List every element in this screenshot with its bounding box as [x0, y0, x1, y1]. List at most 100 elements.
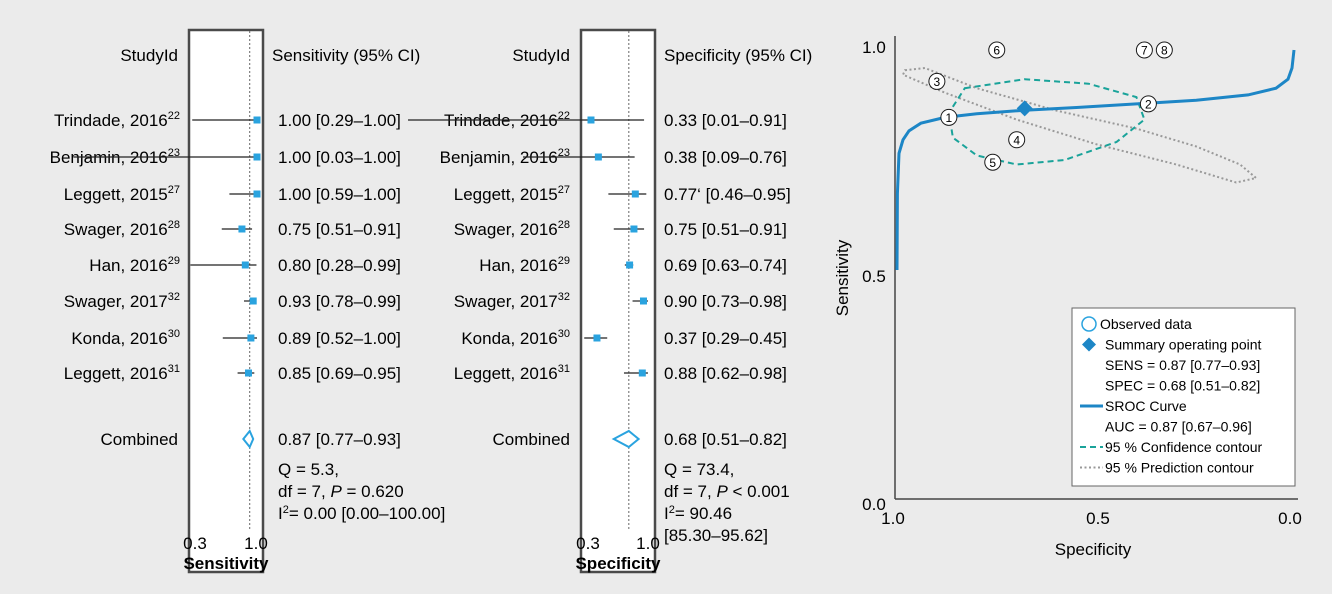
study-point-marker — [253, 190, 261, 198]
prediction-contour — [901, 66, 1259, 184]
study-name: Han, 201629 — [479, 255, 570, 275]
sensitivity-axis-title: Sensitivity — [183, 554, 269, 573]
observed-point-circle — [1155, 41, 1173, 59]
study-name: Swager, 201732 — [64, 291, 180, 311]
legend-diamond-symbol — [1082, 337, 1096, 352]
sensitivity-study-markers — [73, 116, 261, 449]
sensitivity-tick-label-high: 1.0 — [244, 534, 268, 553]
observed-point-label: 4 — [1013, 133, 1020, 147]
legend-text: 95 % Prediction contour — [1105, 460, 1254, 476]
specificity-tick-label-high: 1.0 — [636, 534, 660, 553]
observed-point: 6 — [988, 41, 1006, 59]
study-point-marker — [638, 369, 646, 377]
study-point-marker — [587, 116, 595, 124]
observed-point-label: 1 — [946, 111, 953, 125]
study-point-marker — [244, 369, 252, 377]
legend-text: SENS = 0.87 [0.77–0.93] — [1105, 357, 1260, 373]
study-ci-text: 0.89 [0.52–1.00] — [278, 329, 401, 348]
observed-point-circle — [984, 153, 1002, 171]
sroc-x-tick-1: 1.0 — [881, 509, 905, 528]
observed-point: 3 — [928, 72, 946, 90]
specificity-forest-plot: StudyId Specificity (95% CI) Trindade, 2… — [408, 28, 812, 574]
observed-point: 2 — [1139, 95, 1157, 113]
sroc-plot-area: 1 2 3 4 5 6 7 8 — [895, 41, 1296, 271]
specificity-axis-title: Specificity — [575, 554, 661, 573]
study-ci-text: 0.75 [0.51–0.91] — [664, 220, 787, 239]
study-point-marker — [247, 334, 255, 342]
study-point-marker — [253, 153, 261, 161]
study-ci-text: 0.80 [0.28–0.99] — [278, 256, 401, 275]
observed-point-circle — [1139, 95, 1157, 113]
observed-point: 1 — [940, 108, 958, 126]
legend-circle-symbol — [1081, 316, 1097, 332]
study-point-marker — [253, 116, 261, 124]
study-ci-text: 0.69 [0.63–0.74] — [664, 256, 787, 275]
observed-point: 8 — [1155, 41, 1173, 59]
study-name: Konda, 201630 — [461, 328, 570, 348]
legend-text: SPEC = 0.68 [0.51–0.82] — [1105, 378, 1260, 394]
study-ci-text: 0.75 [0.51–0.91] — [278, 220, 401, 239]
observed-point-label: 2 — [1145, 97, 1152, 111]
observed-point-label: 6 — [993, 44, 1000, 58]
study-point-marker — [631, 190, 639, 198]
legend-text: Summary operating point — [1105, 337, 1262, 353]
study-point-marker — [241, 261, 249, 269]
study-point-marker — [238, 225, 246, 233]
sroc-y-axis-title: Sensitivity — [833, 239, 852, 316]
study-point-marker — [626, 261, 634, 269]
observed-point-circle — [1135, 41, 1153, 59]
legend-text: SROC Curve — [1105, 398, 1187, 414]
legend-text: AUC = 0.87 [0.67–0.96] — [1105, 419, 1252, 435]
study-ci-text: 0.77‘ [0.46–0.95] — [664, 185, 791, 204]
observed-point: 4 — [1008, 131, 1026, 149]
observed-point-label: 8 — [1161, 44, 1168, 58]
specificity-combined-estimate: 0.68 [0.51–0.82] — [664, 430, 787, 449]
specificity-tick-label-low: 0.3 — [576, 534, 600, 553]
sroc-x-tick-0: 0.0 — [1278, 509, 1302, 528]
sensitivity-studyid-header: StudyId — [120, 46, 178, 65]
specificity-study-markers — [408, 116, 648, 449]
observed-point-circle — [940, 108, 958, 126]
study-name: Swager, 201732 — [454, 291, 570, 311]
observed-point: 5 — [984, 153, 1002, 171]
study-name: Han, 201629 — [89, 255, 180, 275]
sroc-x-tick-05: 0.5 — [1086, 509, 1110, 528]
study-point-marker — [639, 297, 647, 305]
study-name: Leggett, 201527 — [64, 184, 180, 204]
specificity-studyid-header: StudyId — [512, 46, 570, 65]
study-ci-text: 0.93 [0.78–0.99] — [278, 292, 401, 311]
study-name: Leggett, 201631 — [454, 363, 570, 383]
combined-diamond — [611, 429, 641, 449]
observed-point-label: 3 — [934, 75, 941, 89]
study-point-marker — [249, 297, 257, 305]
observed-point: 7 — [1135, 41, 1153, 59]
sroc-y-tick-1: 1.0 — [862, 38, 886, 57]
sensitivity-combined-estimate: 0.87 [0.77–0.93] — [278, 430, 401, 449]
study-ci-text: 0.38 [0.09–0.76] — [664, 148, 787, 167]
study-ci-text: 0.88 [0.62–0.98] — [664, 364, 787, 383]
summary-operating-point — [1016, 100, 1033, 117]
study-name: Swager, 201628 — [454, 219, 570, 239]
observed-point-circle — [988, 41, 1006, 59]
study-point-marker — [593, 334, 601, 342]
study-ci-text: 1.00 [0.29–1.00] — [278, 111, 401, 130]
study-name: Trindade, 201622 — [54, 110, 180, 130]
combined-diamond — [242, 429, 255, 449]
study-point-marker — [594, 153, 602, 161]
confidence-contour — [947, 78, 1146, 166]
sroc-y-tick-05: 0.5 — [862, 267, 886, 286]
specificity-ci-texts: 0.33 [0.01–0.91] 0.38 [0.09–0.76] 0.77‘ [0… — [664, 111, 791, 383]
legend-text: 95 % Confidence contour — [1105, 439, 1263, 455]
specificity-heterogeneity-stats: Q = 73.4, df = 7, P < 0.001 I2= 90.46 [85.3… — [664, 460, 790, 545]
study-name: Leggett, 201631 — [64, 363, 180, 383]
sensitivity-forest-plot: StudyId Sensitivity (95% CI) Trindade, 2… — [50, 28, 445, 574]
observed-point-circle — [1008, 131, 1026, 149]
sroc-x-axis-title: Specificity — [1055, 540, 1132, 559]
sroc-plot: 1.0 0.5 0.0 1.0 0.5 0.0 Specificity Sens… — [833, 36, 1302, 559]
legend-text: Observed data — [1100, 316, 1192, 332]
observed-point-label: 5 — [989, 156, 996, 170]
study-ci-text: 0.37 [0.29–0.45] — [664, 329, 787, 348]
